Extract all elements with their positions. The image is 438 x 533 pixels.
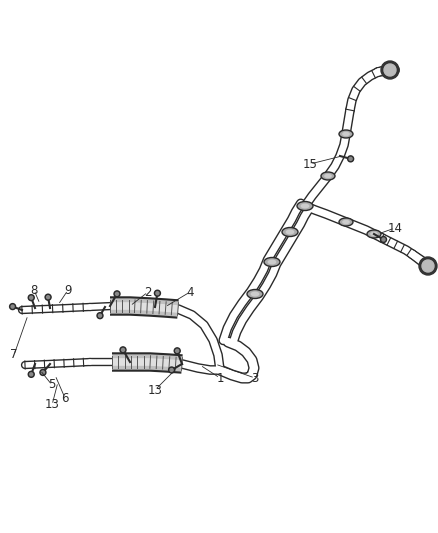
Text: 15: 15 <box>303 157 318 171</box>
Ellipse shape <box>370 232 378 236</box>
Circle shape <box>45 294 51 300</box>
Circle shape <box>422 260 434 272</box>
Circle shape <box>11 305 14 308</box>
Ellipse shape <box>324 174 332 178</box>
Ellipse shape <box>247 289 263 298</box>
Ellipse shape <box>321 172 335 180</box>
Circle shape <box>381 237 386 243</box>
Ellipse shape <box>300 204 309 208</box>
Circle shape <box>30 373 33 376</box>
Circle shape <box>381 61 399 79</box>
Text: 6: 6 <box>61 392 69 405</box>
Circle shape <box>384 64 396 76</box>
Circle shape <box>156 292 159 295</box>
Ellipse shape <box>342 132 350 136</box>
Ellipse shape <box>251 292 259 296</box>
Text: 9: 9 <box>64 284 72 296</box>
Circle shape <box>170 368 173 372</box>
Ellipse shape <box>367 230 381 238</box>
Circle shape <box>382 238 385 241</box>
Circle shape <box>174 348 180 354</box>
Circle shape <box>116 293 119 295</box>
Circle shape <box>348 156 353 162</box>
Circle shape <box>97 313 103 319</box>
Circle shape <box>120 347 126 353</box>
Text: 8: 8 <box>30 284 38 296</box>
Ellipse shape <box>297 201 313 211</box>
Ellipse shape <box>268 260 276 264</box>
Text: 13: 13 <box>45 399 60 411</box>
Ellipse shape <box>282 228 298 237</box>
Circle shape <box>28 295 34 301</box>
Ellipse shape <box>339 218 353 226</box>
Text: 13: 13 <box>148 384 162 397</box>
Circle shape <box>99 314 102 317</box>
Circle shape <box>169 367 175 373</box>
Text: 1: 1 <box>216 372 224 384</box>
Text: 2: 2 <box>144 286 152 298</box>
Ellipse shape <box>342 220 350 224</box>
Circle shape <box>40 369 46 375</box>
Circle shape <box>46 296 49 298</box>
Text: 3: 3 <box>251 372 259 384</box>
Circle shape <box>121 349 124 351</box>
Circle shape <box>28 372 34 377</box>
Circle shape <box>42 371 44 374</box>
Circle shape <box>30 296 33 299</box>
Text: 14: 14 <box>388 222 403 235</box>
Circle shape <box>349 157 352 160</box>
Ellipse shape <box>286 230 294 235</box>
Text: 4: 4 <box>186 286 194 298</box>
Circle shape <box>114 291 120 297</box>
Circle shape <box>10 304 16 310</box>
Circle shape <box>155 290 160 296</box>
Circle shape <box>176 349 179 352</box>
Ellipse shape <box>339 130 353 138</box>
Circle shape <box>419 257 437 275</box>
Ellipse shape <box>264 257 280 266</box>
Text: 7: 7 <box>10 349 18 361</box>
Text: 5: 5 <box>48 378 56 392</box>
